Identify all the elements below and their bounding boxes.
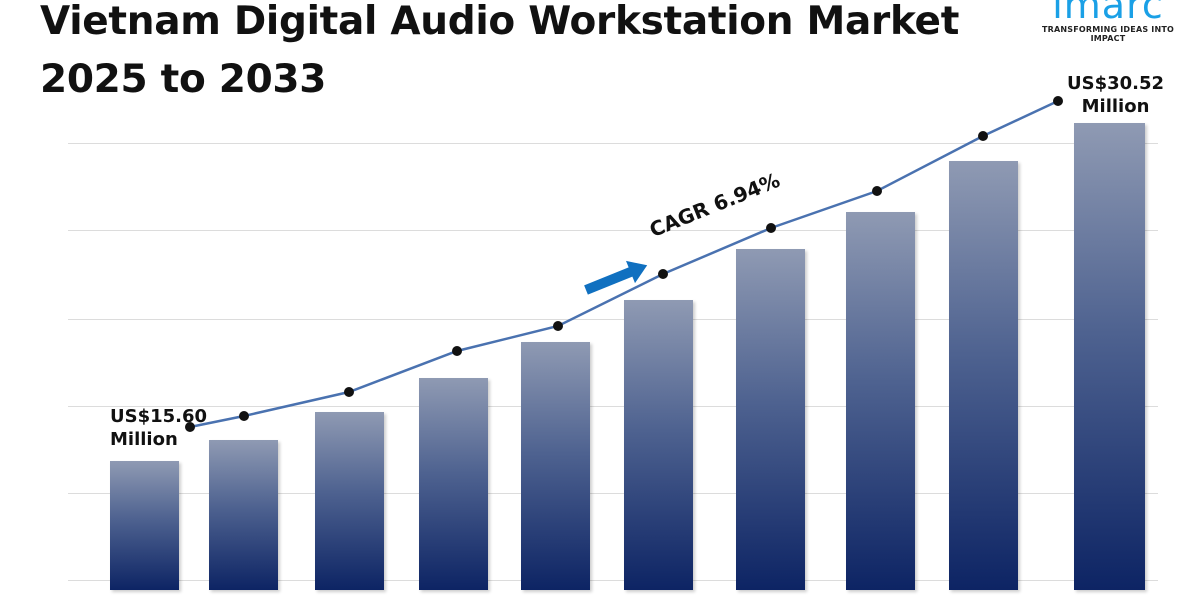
start-unit: Million xyxy=(110,428,178,450)
gridline xyxy=(68,230,1158,231)
bar-4 xyxy=(419,378,488,590)
logo-wordmark: imarc xyxy=(1052,0,1164,27)
logo-tagline: TRANSFORMING IDEAS INTO IMPACT xyxy=(1041,25,1175,43)
bar-8 xyxy=(846,212,915,590)
trend-line xyxy=(189,99,1059,429)
cagr-arrow-icon xyxy=(584,260,648,295)
end-value-label: US$30.52 Million xyxy=(1067,73,1164,118)
end-value: US$30.52 xyxy=(1067,73,1165,94)
start-value: US$15.60 xyxy=(110,406,208,427)
bar-9 xyxy=(949,161,1018,590)
chart-title-line-1: Vietnam Digital Audio Workstation Market xyxy=(40,0,960,44)
gridline xyxy=(68,406,1158,407)
gridline xyxy=(68,143,1158,144)
bar-10 xyxy=(1074,123,1145,590)
gridline xyxy=(68,493,1158,494)
bar-5 xyxy=(521,342,590,590)
end-unit: Million xyxy=(1081,95,1150,117)
gridline xyxy=(68,319,1158,320)
imarc-logo: imarc TRANSFORMING IDEAS INTO IMPACT xyxy=(1028,0,1188,43)
bar-3 xyxy=(315,412,384,590)
bar-1 xyxy=(110,461,179,590)
bar-7 xyxy=(736,249,805,590)
chart-title-line-2: 2025 to 2033 xyxy=(40,57,327,102)
bar-6 xyxy=(624,300,693,590)
start-value-label: US$15.60 Million xyxy=(110,406,207,451)
trend-markers xyxy=(185,96,1063,432)
bar-2 xyxy=(209,440,278,590)
gridline xyxy=(68,580,1158,581)
